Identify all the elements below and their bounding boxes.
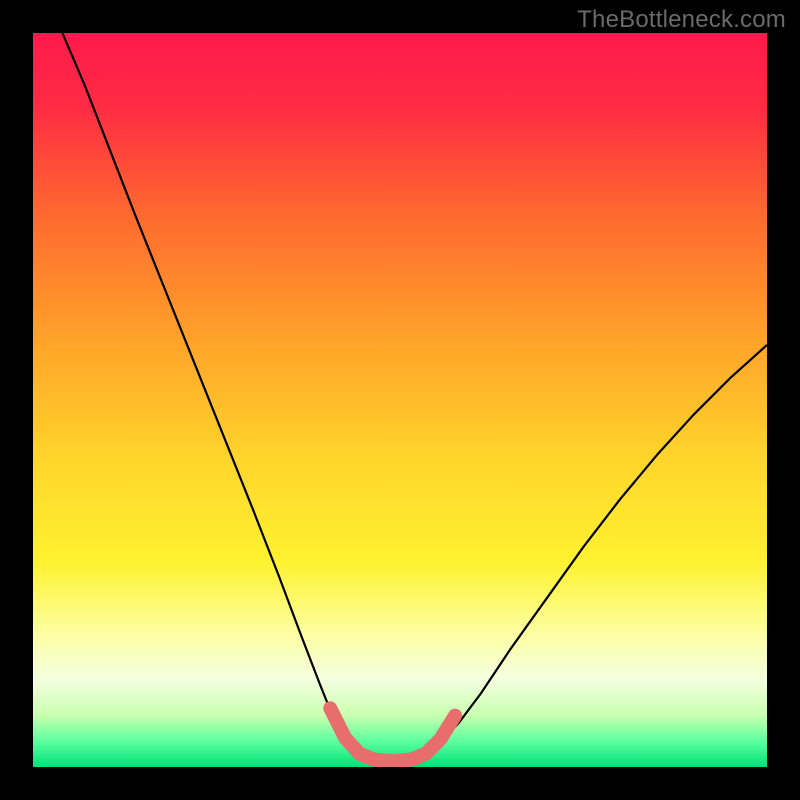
gradient-background	[33, 33, 767, 767]
watermark-text: TheBottleneck.com	[577, 6, 786, 34]
plot-area	[33, 33, 767, 767]
chart-frame: TheBottleneck.com	[0, 0, 800, 800]
plot-svg	[33, 33, 767, 767]
